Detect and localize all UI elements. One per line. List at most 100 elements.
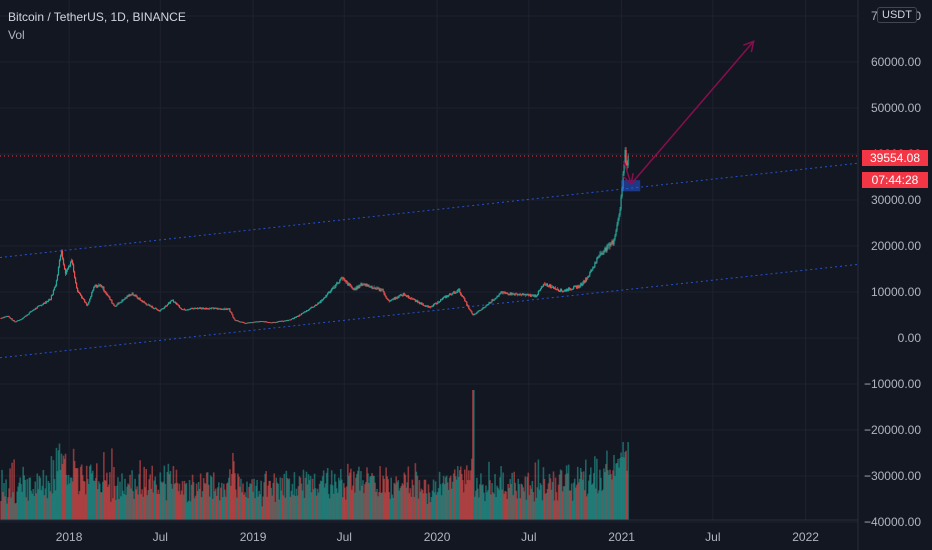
volume-bar [379, 466, 381, 520]
candle-body [239, 321, 241, 323]
candle-body [351, 286, 353, 288]
volume-indicator-label[interactable]: Vol [8, 28, 25, 42]
candle-body [607, 244, 609, 246]
candle-body [15, 321, 17, 323]
candle-body [387, 299, 389, 301]
candle-body [258, 321, 260, 323]
candle-body [570, 288, 572, 290]
candle-body [545, 283, 548, 285]
candle-body [150, 305, 152, 307]
volume-bar [139, 460, 141, 520]
volume-bar [344, 487, 346, 520]
volume-bar [412, 485, 415, 520]
candle-body [391, 299, 393, 301]
candle-body [595, 262, 597, 264]
candle-body [583, 280, 585, 284]
volume-bar [155, 484, 158, 520]
candle-body [271, 322, 273, 324]
candle-body [1, 317, 3, 319]
volume-bar [496, 485, 498, 520]
candle-body [452, 292, 454, 294]
volume-bar [40, 490, 43, 520]
volume-bar [62, 455, 65, 520]
candle-body [266, 321, 268, 323]
candle-body [63, 264, 66, 270]
candle-body [526, 294, 528, 295]
volume-bar [599, 469, 601, 520]
candle-body [37, 305, 39, 307]
volume-bar [557, 484, 560, 520]
candle-body [454, 291, 456, 294]
volume-bar [593, 473, 595, 520]
candle-body [393, 298, 395, 300]
candle-body [167, 302, 169, 305]
volume-bar [527, 472, 530, 520]
candle-body [65, 269, 68, 274]
volume-bar [443, 484, 446, 520]
candle-body [222, 308, 224, 310]
volume-bar [32, 489, 35, 520]
candle-body [453, 291, 455, 293]
volume-bar [554, 477, 557, 520]
candle-body [118, 302, 120, 304]
symbol-title[interactable]: Bitcoin / TetherUS, 1D, BINANCE [8, 10, 186, 24]
volume-bar [87, 483, 90, 520]
candle-body [507, 293, 509, 295]
volume-bar [483, 492, 485, 520]
volume-bar [153, 480, 156, 520]
volume-bar [426, 503, 429, 520]
candle-body [365, 284, 367, 286]
volume-bar [422, 493, 425, 520]
volume-bar [579, 468, 582, 520]
volume-bar [607, 470, 609, 520]
candle-body [327, 293, 329, 295]
candle-body [169, 301, 171, 304]
volume-bar [417, 498, 420, 520]
candle-body [619, 208, 621, 216]
candle-body [211, 307, 213, 309]
candle-body [52, 290, 55, 295]
candle-body [23, 316, 25, 318]
volume-bar [606, 450, 608, 520]
volume-bar [462, 492, 465, 520]
candle-body [132, 293, 134, 296]
volume-bar [357, 470, 359, 520]
volume-bar [569, 490, 572, 520]
candle-body [107, 295, 109, 296]
candle-body [173, 301, 176, 303]
volume-bar [380, 492, 382, 520]
volume-bar [428, 492, 431, 520]
volume-bar [544, 493, 547, 520]
volume-bar [188, 479, 191, 520]
volume-bar [241, 492, 243, 520]
candle-body [249, 322, 251, 324]
candle-body [554, 288, 557, 290]
candle-body [112, 303, 114, 305]
volume-bar [118, 499, 120, 520]
volume-bar [590, 467, 592, 520]
currency-badge[interactable]: USDT [877, 7, 917, 23]
volume-bar [304, 477, 307, 520]
candle-body [552, 286, 555, 289]
volume-bar [531, 481, 534, 520]
candle-body [320, 300, 322, 303]
candle-body [145, 303, 147, 305]
candle-body [493, 299, 495, 301]
volume-bar [609, 469, 611, 520]
candle-body [517, 294, 519, 296]
candle-body [100, 284, 102, 287]
volume-bar [22, 466, 24, 520]
candle-body [57, 267, 60, 275]
volume-bar [81, 475, 84, 520]
volume-bar [432, 479, 435, 520]
volume-bar [131, 470, 133, 520]
candle-body [561, 291, 564, 293]
candle-body [119, 302, 121, 304]
candle-body [219, 308, 221, 310]
volume-bar [322, 470, 325, 520]
volume-bar [364, 484, 366, 520]
volume-bar [8, 488, 10, 520]
volume-bar [64, 453, 67, 520]
